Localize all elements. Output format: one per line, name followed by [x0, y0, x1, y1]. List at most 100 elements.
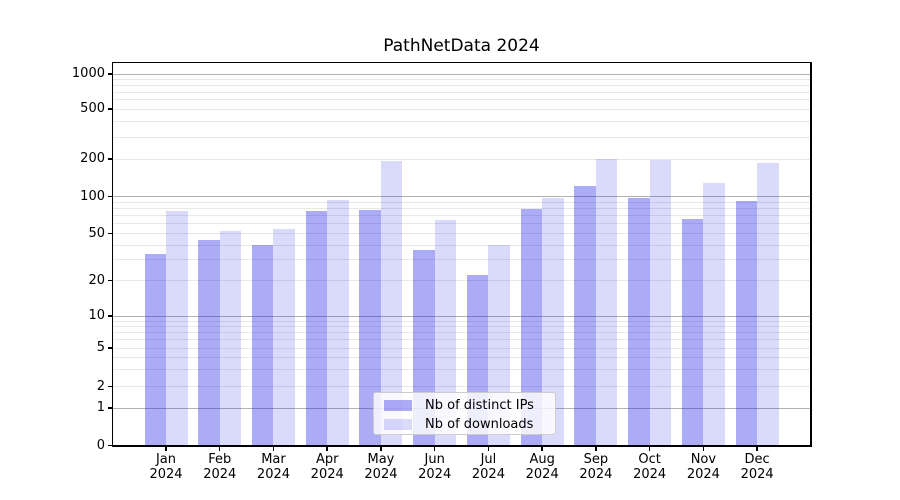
x-axis-tick-may — [380, 446, 382, 451]
bar-nb-of-distinct-ips-jan — [144, 254, 166, 446]
gridline-y-minor-4 — [113, 356, 810, 358]
x-axis-tick-sep — [595, 446, 597, 451]
bar-nb-of-distinct-ips-oct — [628, 198, 650, 446]
x-axis-tick-aug — [541, 446, 543, 451]
gridline-y-minor-300 — [113, 136, 810, 138]
x-axis-label-jun: Jun 2024 — [418, 451, 452, 483]
gridline-y-minor-500 — [113, 108, 810, 110]
x-axis-tick-jul — [487, 446, 490, 451]
x-axis-tick-mar — [272, 446, 275, 451]
y-axis-label-1: 1 — [96, 400, 105, 416]
x-axis-tick-dec — [756, 446, 758, 451]
chart-title: PathNetData 2024 — [383, 36, 540, 56]
gridline-y-10 — [113, 315, 810, 317]
bar-nb-of-downloads-jan — [166, 211, 188, 446]
y-axis-tick-5 — [107, 347, 112, 349]
y-axis-tick-50 — [107, 232, 112, 235]
gridline-y-minor-900 — [113, 78, 810, 80]
gridline-y-minor-8 — [113, 325, 810, 327]
y-axis-tick-200 — [107, 158, 112, 160]
gridline-y-minor-6 — [113, 339, 810, 341]
x-axis-label-oct: Oct 2024 — [633, 451, 667, 483]
bar-nb-of-downloads-sep — [595, 158, 618, 446]
gridline-y-minor-20 — [113, 280, 810, 281]
y-axis-tick-2 — [107, 385, 112, 387]
y-axis-label-5: 5 — [96, 340, 105, 355]
x-axis-tick-nov — [702, 446, 705, 451]
y-axis-label-1000: 1000 — [71, 66, 105, 81]
bar-nb-of-distinct-ips-sep — [574, 186, 596, 446]
y-axis-label-10: 10 — [88, 308, 105, 324]
gridline-y-minor-70 — [113, 215, 810, 217]
bar-nb-of-distinct-ips-mar — [251, 244, 274, 446]
legend-item-nb-of-distinct-ips: Nb of distinct IPs — [374, 396, 555, 415]
gridline-y-minor-2 — [113, 386, 810, 387]
bar-nb-of-downloads-feb — [219, 231, 242, 446]
y-axis-label-0: 0 — [96, 437, 105, 453]
bar-nb-of-distinct-ips-may — [359, 210, 381, 446]
y-axis-tick-100 — [107, 195, 112, 197]
x-axis-label-may: May 2024 — [364, 451, 398, 483]
y-axis-label-500: 500 — [80, 101, 105, 117]
x-axis-tick-feb — [218, 446, 221, 451]
bar-nb-of-downloads-oct — [649, 159, 672, 446]
y-axis-tick-0 — [107, 444, 112, 446]
gridline-y-minor-40 — [113, 244, 810, 246]
x-axis-label-mar: Mar 2024 — [256, 451, 291, 483]
gridline-y-minor-60 — [113, 223, 810, 225]
gridline-y-minor-80 — [113, 208, 810, 209]
gridline-y-minor-800 — [113, 84, 810, 86]
bar-nb-of-distinct-ips-dec — [735, 201, 758, 446]
y-axis-tick-20 — [107, 279, 112, 281]
bar-nb-of-downloads-apr — [327, 199, 349, 446]
x-axis-label-aug: Aug 2024 — [525, 451, 559, 483]
legend-label-nb-of-distinct-ips: Nb of distinct IPs — [425, 398, 534, 413]
spine-right — [810, 61, 812, 447]
y-axis-tick-500 — [107, 108, 112, 110]
legend-label-nb-of-downloads: Nb of downloads — [425, 417, 534, 432]
x-axis-tick-oct — [648, 446, 651, 451]
x-axis-tick-apr — [326, 446, 328, 451]
gridline-y-minor-700 — [113, 91, 810, 93]
x-axis-label-dec: Dec 2024 — [740, 451, 774, 483]
bar-nb-of-distinct-ips-apr — [305, 210, 328, 446]
bar-nb-of-distinct-ips-nov — [681, 219, 704, 446]
legend-item-nb-of-downloads: Nb of downloads — [374, 415, 555, 434]
bar-nb-of-downloads-aug — [542, 197, 564, 446]
bar-nb-of-distinct-ips-feb — [198, 239, 220, 446]
bar-nb-of-downloads-mar — [273, 229, 295, 446]
y-axis-tick-10 — [107, 315, 112, 317]
spine-top — [112, 61, 811, 63]
y-axis-label-50: 50 — [88, 225, 105, 241]
y-axis-label-200: 200 — [80, 151, 105, 167]
gridline-y-minor-200 — [113, 158, 810, 160]
spine-left — [111, 61, 113, 447]
y-axis-label-100: 100 — [80, 188, 105, 204]
x-axis-label-jul: Jul 2024 — [471, 451, 505, 483]
y-axis-label-20: 20 — [88, 272, 105, 288]
gridline-y-100 — [113, 196, 810, 198]
bar-nb-of-downloads-may — [380, 160, 403, 446]
y-axis-tick-1000 — [107, 73, 112, 75]
bar-nb-of-downloads-nov — [703, 182, 725, 446]
gridline-y-minor-30 — [113, 259, 810, 261]
gridline-y-1000 — [113, 73, 810, 75]
gridline-y-minor-7 — [113, 332, 810, 334]
x-axis-label-apr: Apr 2024 — [310, 451, 344, 483]
y-axis-tick-1 — [107, 407, 112, 409]
gridline-y-minor-5 — [113, 347, 810, 349]
gridline-y-minor-90 — [113, 201, 810, 203]
x-axis-label-nov: Nov 2024 — [686, 451, 720, 483]
bar-nb-of-distinct-ips-aug — [520, 209, 543, 446]
bar-nb-of-downloads-jun — [434, 220, 457, 446]
x-axis-tick-jan — [165, 446, 167, 451]
y-axis-label-2: 2 — [96, 378, 105, 394]
legend-swatch-nb-of-downloads — [384, 419, 412, 430]
legend: Nb of distinct IPs Nb of downloads — [373, 392, 556, 435]
x-axis-label-jan: Jan 2024 — [149, 451, 183, 483]
legend-swatch-nb-of-distinct-ips — [384, 400, 412, 411]
x-axis-label-sep: Sep 2024 — [579, 451, 613, 483]
gridline-y-minor-400 — [113, 120, 810, 122]
x-axis-tick-jun — [433, 446, 436, 451]
